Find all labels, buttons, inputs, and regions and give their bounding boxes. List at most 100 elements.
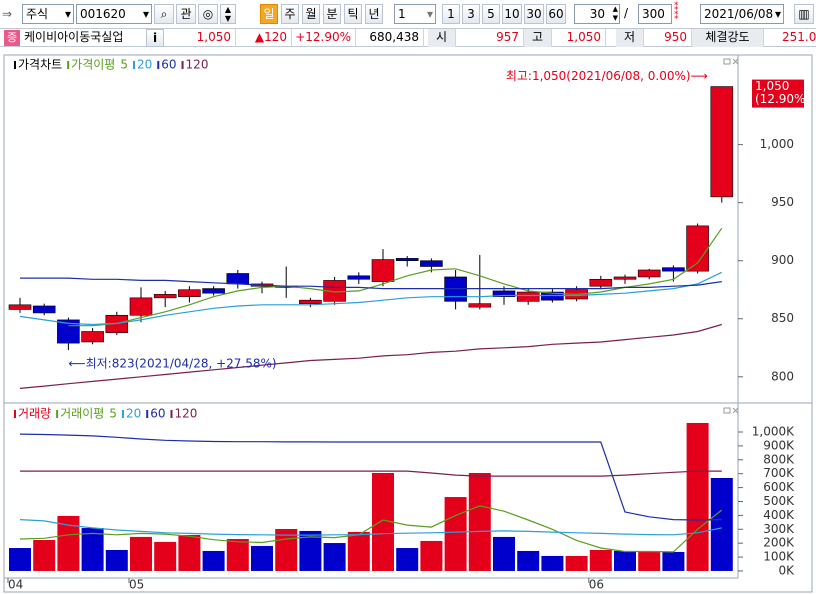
candle-body <box>541 291 564 301</box>
volume-bar <box>251 545 273 571</box>
volume-bar <box>33 539 56 571</box>
period-button[interactable]: 주 <box>281 4 299 24</box>
ma-line <box>20 470 722 477</box>
legend-label: 거래량 <box>18 407 51 421</box>
code-input[interactable]: 001620 ▾ <box>76 4 152 24</box>
candle-body <box>637 269 661 278</box>
separator: / <box>624 6 629 20</box>
legend-swatch <box>146 410 149 418</box>
candle-body <box>347 275 371 280</box>
candle-body <box>565 289 588 300</box>
spin-button[interactable]: ▲ ▼ <box>220 4 236 24</box>
legend-label: 5 <box>109 407 117 421</box>
menu-icon[interactable]: ⇒ <box>2 7 13 21</box>
watch-button[interactable]: 관 <box>176 4 196 24</box>
legend-swatch <box>14 61 16 69</box>
y-tick-label: 1,000 <box>760 137 794 151</box>
price: 1,050 <box>168 29 236 47</box>
ma-line <box>19 519 722 536</box>
interval-button[interactable]: 5 <box>482 4 500 24</box>
interval-button[interactable]: 60 <box>546 4 566 24</box>
candle-body <box>153 294 177 299</box>
y-tick-label: 850 <box>771 311 794 325</box>
date-input[interactable]: 2021/06/08 ▾ <box>700 4 784 24</box>
interval-button[interactable]: 30 <box>524 4 544 24</box>
legend-label: 120 <box>186 58 209 72</box>
period-button[interactable]: 월 <box>302 4 320 24</box>
candle-body <box>8 304 32 310</box>
candle-body <box>613 276 637 280</box>
strength-label: 체결강도 <box>692 29 764 47</box>
y-tick-label: 0K <box>778 563 795 577</box>
x-tick-label: 05 <box>129 578 144 592</box>
legend-label: 20 <box>137 58 152 72</box>
interval-button[interactable]: 3 <box>462 4 480 24</box>
open: 957 <box>456 29 524 47</box>
candle-body <box>468 303 492 308</box>
legend-label: 가격차트 <box>18 58 62 72</box>
period-button[interactable]: 분 <box>323 4 341 24</box>
ma-line <box>19 433 722 521</box>
volume-bar <box>372 473 394 571</box>
candle-body <box>395 258 419 261</box>
date: 2021/06/08 <box>704 7 774 21</box>
y-tick-label: 400K <box>763 508 795 522</box>
low: 950 <box>644 29 692 47</box>
total-spin[interactable]: ⁑ ⁑ <box>674 3 679 22</box>
last-price-box <box>752 79 804 108</box>
count: 30 <box>589 7 605 21</box>
legend-swatch <box>121 410 124 418</box>
y-tick-label: 500K <box>763 494 795 508</box>
volume-bar <box>589 549 612 571</box>
x-tick-label: 04 <box>8 578 23 592</box>
legend-swatch <box>157 61 160 69</box>
y-tick-label: 900 <box>771 253 794 267</box>
legend-swatch <box>56 410 59 418</box>
legend-swatch <box>67 61 70 69</box>
y-tick-label: 950 <box>771 195 794 209</box>
search-button[interactable]: ⌕ <box>154 4 174 24</box>
volume-bar <box>614 550 636 571</box>
volume-bar <box>517 550 540 571</box>
volume-bar <box>493 536 515 571</box>
legend-swatch <box>181 61 184 69</box>
low-label: 저 <box>616 29 644 47</box>
info-button[interactable]: i <box>146 29 164 47</box>
period-count[interactable]: 1 ▾ <box>394 4 436 24</box>
y-tick-label: 800 <box>771 369 794 383</box>
volume-bar <box>444 497 467 571</box>
volume-bar <box>323 543 346 571</box>
legend-swatch <box>170 410 173 418</box>
candle-body <box>250 283 274 287</box>
high-annotation: 최고:1,050(2021/06/08, 0.00%)⟶ <box>506 69 708 83</box>
total-input[interactable]: 300 <box>638 4 672 24</box>
interval-button[interactable]: 10 <box>502 4 522 24</box>
y-tick-label: 300K <box>763 522 795 536</box>
code: 001620 <box>80 7 126 21</box>
volume-bar <box>710 478 733 571</box>
volume-bar <box>81 528 104 571</box>
candle-body <box>492 290 516 297</box>
link-button[interactable]: ◎ <box>198 4 218 24</box>
volume-bar <box>202 550 225 571</box>
volume-bar <box>130 536 152 571</box>
period-button[interactable]: 일 <box>260 4 278 24</box>
candle-body <box>178 289 201 297</box>
legend-swatch <box>14 410 16 418</box>
period-button[interactable]: 년 <box>365 4 383 24</box>
period-button[interactable]: 틱 <box>344 4 362 24</box>
y-tick-label: 800K <box>763 452 795 466</box>
market-select[interactable]: 주식 ▾ <box>22 4 74 24</box>
legend-label: 60 <box>150 407 165 421</box>
candle-body <box>274 285 298 288</box>
chart-settings[interactable]: ▥ <box>794 4 814 24</box>
interval-button[interactable]: 1 <box>442 4 460 24</box>
last-price: 1,050 <box>755 79 789 93</box>
count-input[interactable]: 30 ▲ ▼ <box>574 4 620 24</box>
stock-name: 케이비아이동국실업 <box>24 30 124 44</box>
high-label: 고 <box>524 29 552 47</box>
rate: +12.90% <box>292 29 356 47</box>
volume-bar <box>662 551 685 571</box>
